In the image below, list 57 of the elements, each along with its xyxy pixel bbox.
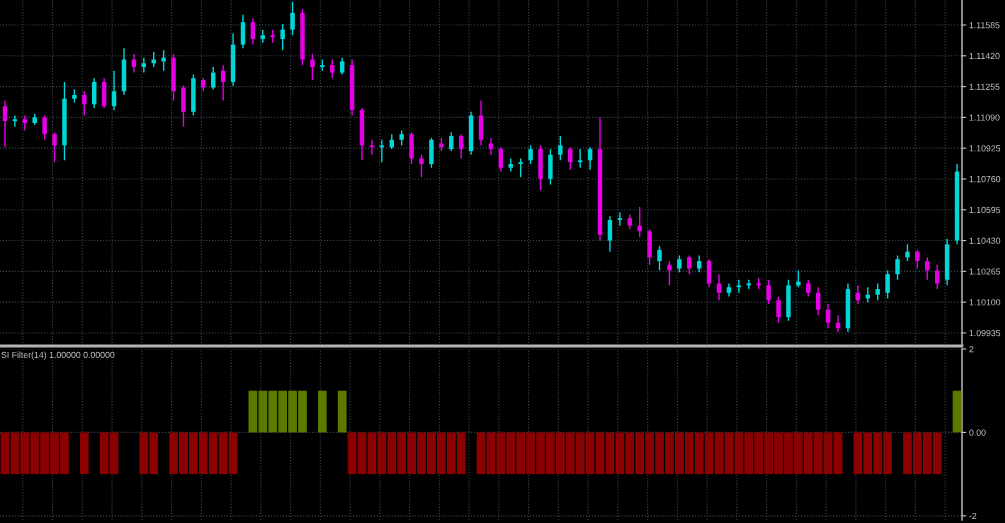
- candlestick: [290, 0, 295, 36]
- candlestick: [766, 279, 771, 305]
- candlestick: [895, 254, 900, 281]
- candlestick: [518, 157, 523, 178]
- candlestick: [934, 264, 940, 290]
- y-tick-label: 1.10760: [969, 176, 1001, 183]
- candlestick: [607, 215, 613, 253]
- candlestick: [657, 245, 662, 272]
- y-tick-label: -2: [969, 512, 977, 519]
- candlestick: [568, 146, 573, 171]
- candlestick: [449, 131, 454, 152]
- y-tick-label: 1.11420: [969, 52, 1000, 60]
- candlestick: [736, 279, 742, 294]
- candlestick: [667, 260, 672, 287]
- y-tick-label: 1.10265: [969, 268, 1001, 275]
- candlestick: [82, 90, 87, 117]
- y-tick-label: 0.00: [969, 429, 986, 436]
- candlestick: [558, 135, 563, 162]
- candlestick: [2, 99, 8, 148]
- candlestick: [12, 114, 18, 128]
- y-tick-label: 1.11585: [969, 22, 1000, 29]
- candlestick: [687, 254, 692, 275]
- candlestick: [637, 206, 642, 238]
- y-tick-label: 2: [969, 346, 974, 353]
- candlestick: [211, 66, 216, 91]
- y-tick-label: 1.10430: [969, 237, 1001, 244]
- candlestick: [458, 133, 464, 160]
- candlestick: [716, 273, 722, 301]
- candlestick: [42, 114, 47, 141]
- candlestick: [577, 148, 583, 169]
- candlestick: [310, 53, 315, 81]
- candlestick: [280, 23, 285, 51]
- candlestick: [925, 256, 930, 281]
- candlestick: [250, 17, 256, 46]
- y-tick-label: 1.11255: [969, 83, 1000, 90]
- candlestick: [369, 139, 375, 156]
- candlestick: [776, 295, 781, 324]
- candlestick: [617, 211, 623, 227]
- candlestick: [825, 303, 831, 329]
- candlestick: [498, 146, 504, 173]
- y-tick-label: 1.10100: [969, 299, 1001, 306]
- y-tick-label: 1.09935: [969, 330, 1001, 337]
- candlestick: [815, 286, 821, 316]
- candlestick: [885, 269, 890, 300]
- candlestick: [915, 249, 920, 270]
- candlestick: [52, 131, 57, 163]
- candlestick: [111, 70, 117, 111]
- y-tick-label: 1.10925: [969, 145, 1001, 152]
- candlestick: [379, 139, 385, 163]
- chart-title: SI Filter(14) 1.00000 0.00000: [1, 351, 115, 360]
- candlestick: [528, 144, 533, 165]
- y-tick-label: 1.11090: [969, 114, 1000, 121]
- candlestick: [260, 28, 266, 44]
- candlestick: [330, 58, 335, 79]
- candlestick: [419, 154, 424, 178]
- y-tick-label: 1.10595: [969, 206, 1001, 214]
- candlestick: [240, 14, 246, 50]
